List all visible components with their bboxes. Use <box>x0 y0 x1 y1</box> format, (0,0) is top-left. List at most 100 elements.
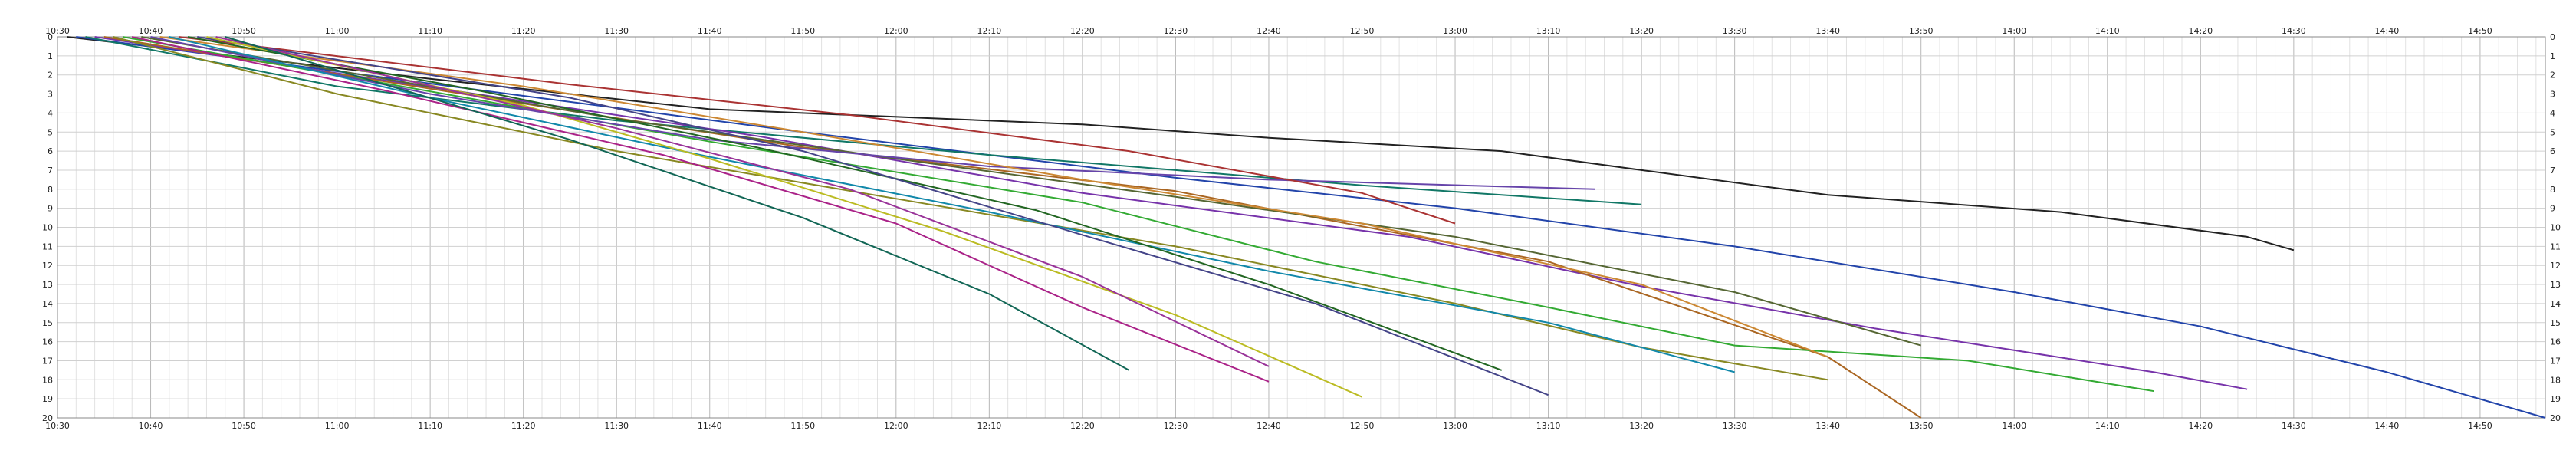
train-series-line <box>159 36 1829 358</box>
station-label-right: 15 <box>2550 318 2561 328</box>
series-layer <box>67 36 2546 419</box>
x-tick-label-top: 12:20 <box>1070 26 1095 36</box>
station-label-right: 7 <box>2550 166 2555 176</box>
x-tick-label-bottom: 11:30 <box>604 421 629 431</box>
x-tick-label-top: 14:30 <box>2282 26 2306 36</box>
train-series-line <box>85 36 1642 205</box>
station-label-right: 4 <box>2550 108 2555 118</box>
station-label-left: 10 <box>42 223 53 233</box>
x-tick-label-bottom: 12:30 <box>1164 421 1188 431</box>
train-series-line <box>94 36 2248 390</box>
x-tick-label-top: 11:50 <box>790 26 815 36</box>
station-label-right: 0 <box>2550 32 2555 42</box>
train-series-line <box>131 36 1270 383</box>
station-label-left: 20 <box>42 413 53 423</box>
x-tick-label-bottom: 11:20 <box>511 421 536 431</box>
x-tick-label-bottom: 13:10 <box>1536 421 1561 431</box>
x-tick-label-bottom: 13:30 <box>1723 421 1747 431</box>
axis-layer: 10:30 10:30 10:40 10:40 10:50 10:50 11:00 11:00… <box>42 26 2561 431</box>
station-label-right: 17 <box>2550 356 2561 366</box>
x-tick-label-top: 14:10 <box>2095 26 2120 36</box>
train-series-line <box>67 36 2295 251</box>
x-tick-label-top: 11:20 <box>511 26 536 36</box>
station-label-left: 3 <box>48 90 53 100</box>
x-tick-label-top: 14:40 <box>2375 26 2400 36</box>
train-series-line <box>215 36 1270 367</box>
x-tick-label-top: 11:10 <box>418 26 442 36</box>
station-label-right: 19 <box>2550 394 2561 404</box>
x-tick-label-top: 11:40 <box>698 26 722 36</box>
station-label-left: 16 <box>42 337 53 347</box>
station-label-right: 1 <box>2550 51 2555 61</box>
x-tick-label-top: 14:00 <box>2002 26 2026 36</box>
station-label-right: 5 <box>2550 127 2555 137</box>
station-label-right: 9 <box>2550 204 2555 214</box>
station-label-right: 2 <box>2550 71 2555 80</box>
x-tick-label-top: 14:20 <box>2188 26 2213 36</box>
x-tick-label-bottom: 11:00 <box>325 421 350 431</box>
station-label-left: 8 <box>48 185 53 195</box>
station-label-left: 6 <box>48 146 53 156</box>
station-label-right: 8 <box>2550 185 2555 195</box>
x-tick-label-top: 10:50 <box>232 26 256 36</box>
x-tick-label-bottom: 12:50 <box>1350 421 1375 431</box>
x-tick-label-top: 13:10 <box>1536 26 1561 36</box>
x-tick-label-bottom: 10:30 <box>45 421 70 431</box>
x-tick-label-bottom: 11:50 <box>790 421 815 431</box>
x-tick-label-bottom: 14:50 <box>2468 421 2492 431</box>
x-tick-label-top: 13:50 <box>1909 26 1934 36</box>
station-label-right: 11 <box>2550 242 2561 251</box>
station-label-right: 18 <box>2550 375 2561 385</box>
station-label-right: 14 <box>2550 299 2561 309</box>
x-tick-label-bottom: 10:50 <box>232 421 256 431</box>
x-tick-label-top: 12:00 <box>884 26 909 36</box>
x-tick-label-top: 12:50 <box>1350 26 1375 36</box>
x-tick-label-top: 14:50 <box>2468 26 2492 36</box>
x-tick-label-bottom: 12:00 <box>884 421 909 431</box>
station-label-left: 11 <box>42 242 53 251</box>
station-label-right: 6 <box>2550 146 2555 156</box>
x-tick-label-top: 12:10 <box>978 26 1002 36</box>
x-tick-label-bottom: 13:00 <box>1443 421 1467 431</box>
x-tick-label-bottom: 12:40 <box>1257 421 1281 431</box>
x-tick-label-bottom: 11:40 <box>698 421 722 431</box>
station-label-left: 19 <box>42 394 53 404</box>
x-tick-label-bottom: 14:00 <box>2002 421 2026 431</box>
x-tick-label-top: 11:30 <box>604 26 629 36</box>
train-series-line <box>225 36 1130 371</box>
station-label-left: 0 <box>48 32 53 42</box>
station-label-left: 17 <box>42 356 53 366</box>
x-tick-label-bottom: 13:50 <box>1909 421 1934 431</box>
x-tick-label-top: 13:40 <box>1815 26 1840 36</box>
station-label-right: 13 <box>2550 280 2561 290</box>
station-label-right: 10 <box>2550 223 2561 233</box>
x-tick-label-bottom: 12:20 <box>1070 421 1095 431</box>
x-tick-label-top: 10:30 <box>45 26 70 36</box>
station-label-left: 5 <box>48 127 53 137</box>
x-tick-label-top: 13:30 <box>1723 26 1747 36</box>
x-tick-label-top: 10:40 <box>139 26 163 36</box>
station-label-right: 16 <box>2550 337 2561 347</box>
x-tick-label-bottom: 13:40 <box>1815 421 1840 431</box>
station-label-left: 9 <box>48 204 53 214</box>
x-tick-label-top: 12:40 <box>1257 26 1281 36</box>
x-tick-label-top: 11:00 <box>325 26 350 36</box>
x-tick-label-bottom: 14:30 <box>2282 421 2306 431</box>
x-tick-label-bottom: 14:40 <box>2375 421 2400 431</box>
x-tick-label-top: 13:00 <box>1443 26 1467 36</box>
station-label-left: 2 <box>48 71 53 80</box>
station-label-right: 20 <box>2550 413 2561 423</box>
train-series-line <box>178 36 1456 225</box>
station-label-right: 3 <box>2550 90 2555 100</box>
station-label-left: 4 <box>48 108 53 118</box>
x-tick-label-top: 12:30 <box>1164 26 1188 36</box>
x-tick-label-bottom: 12:10 <box>978 421 1002 431</box>
station-label-left: 15 <box>42 318 53 328</box>
train-series-line <box>206 36 1362 398</box>
train-series-line <box>197 36 1549 396</box>
x-tick-label-top: 13:20 <box>1629 26 1654 36</box>
x-tick-label-bottom: 14:10 <box>2095 421 2120 431</box>
x-tick-label-bottom: 14:20 <box>2188 421 2213 431</box>
